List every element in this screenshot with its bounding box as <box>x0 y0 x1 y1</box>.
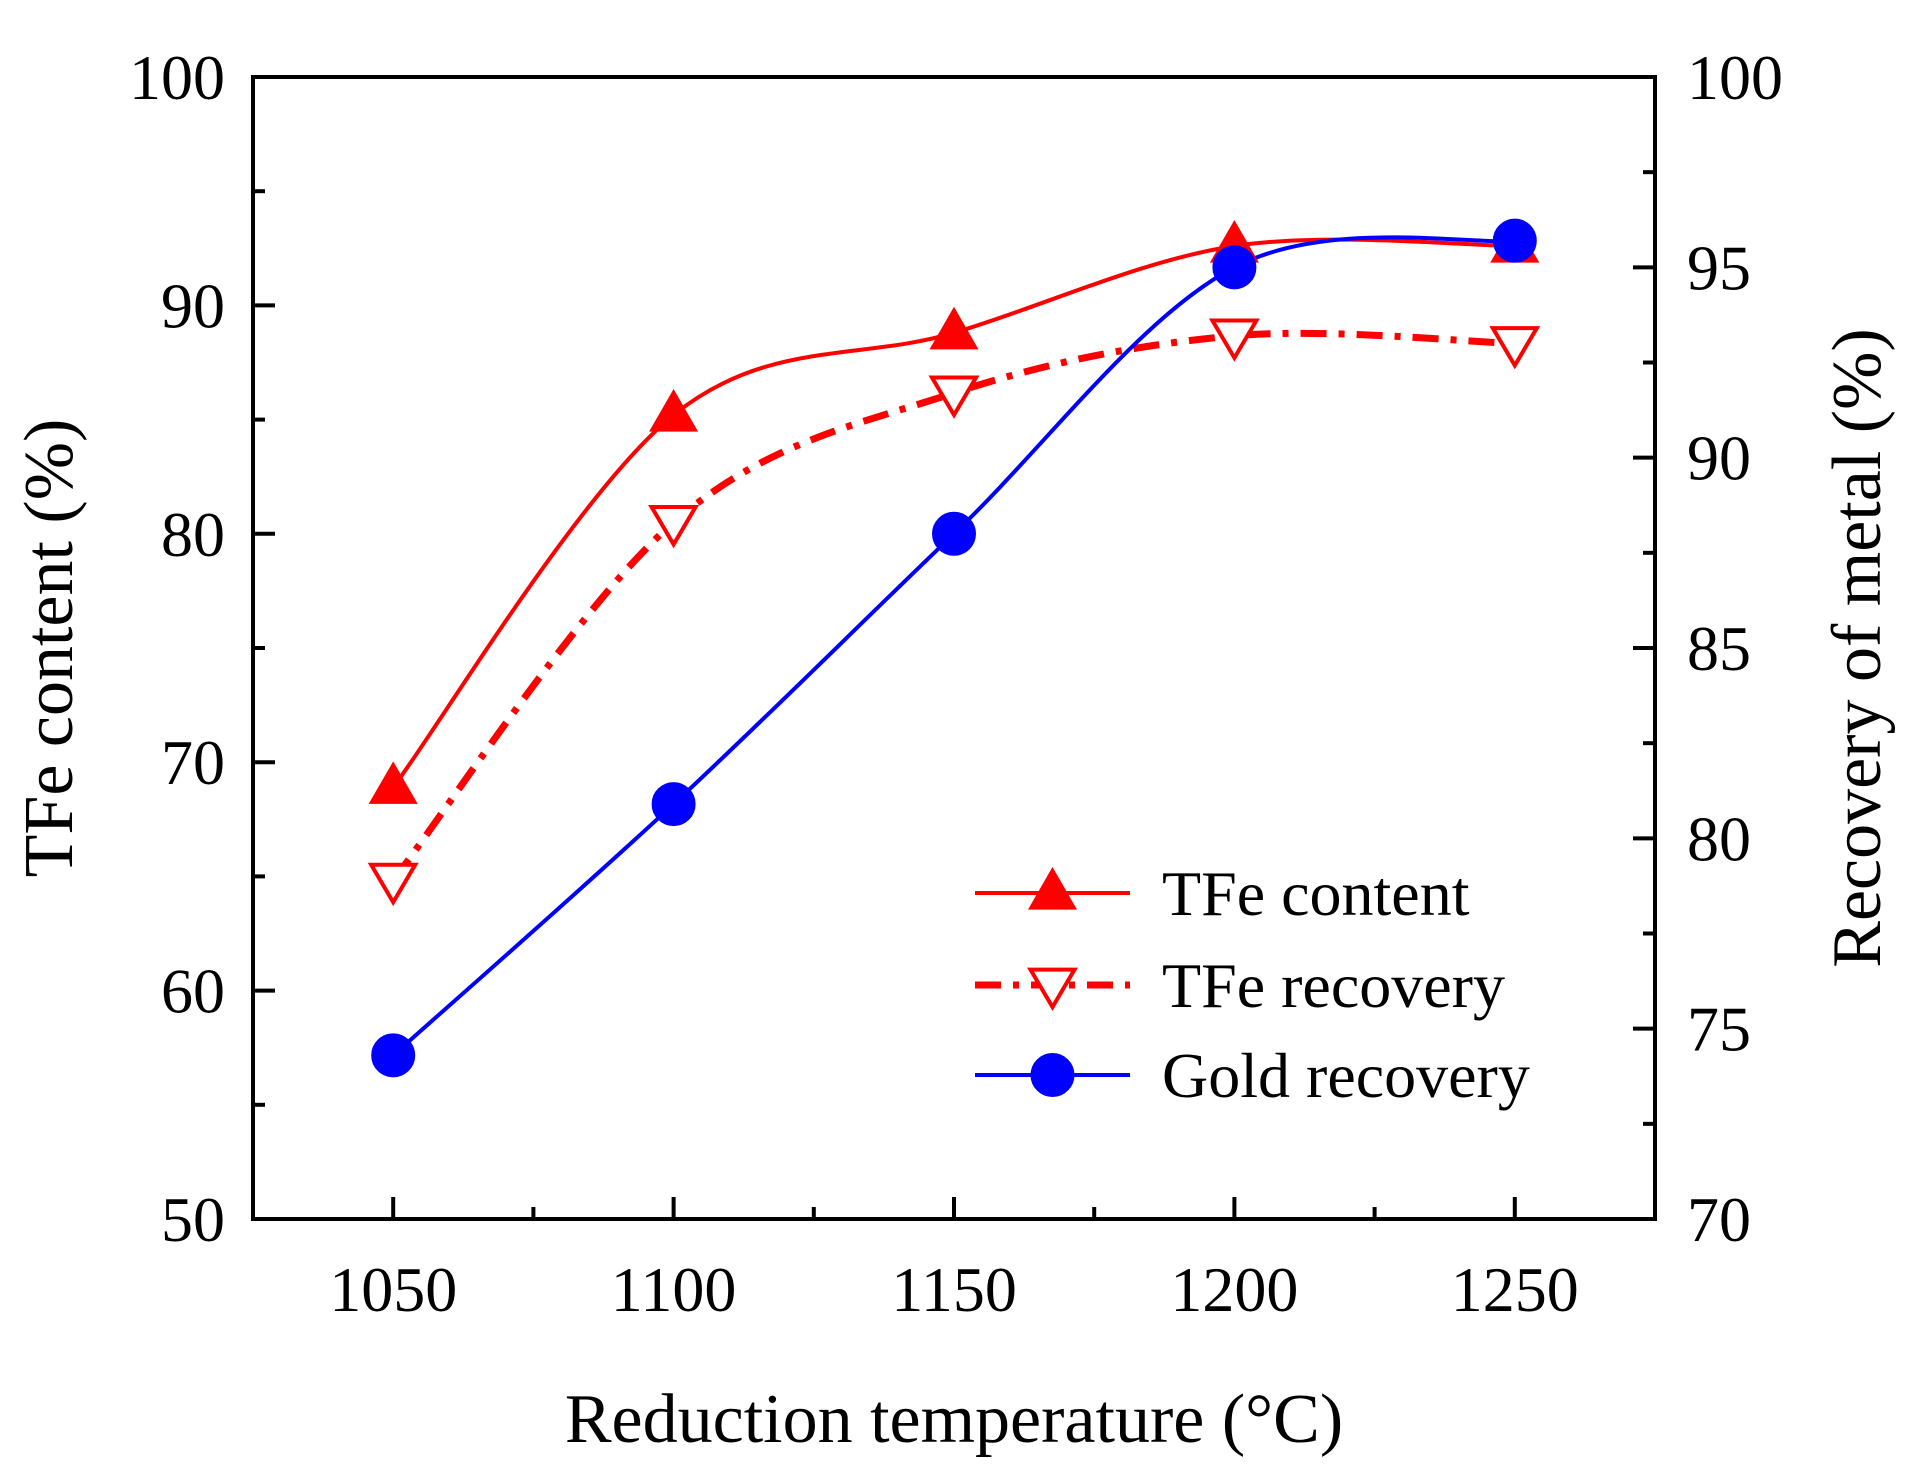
x-tick-label: 1250 <box>1451 1254 1579 1325</box>
x-tick-labels: 1050 1100 1150 1200 1250 <box>329 1254 1579 1325</box>
left-y-tick-labels: 50 60 70 80 90 100 <box>129 42 225 1255</box>
gold-recovery-point <box>371 1033 416 1078</box>
left-y-tick-label: 90 <box>161 270 225 341</box>
series-markers <box>367 218 1541 1078</box>
right-y-tick-label: 70 <box>1687 1184 1751 1255</box>
right-y-tick-label: 85 <box>1687 613 1751 684</box>
gold-recovery-point <box>1212 245 1257 290</box>
x-tick-label: 1200 <box>1170 1254 1298 1325</box>
tfe-recovery-point <box>367 862 419 907</box>
legend-tfe-content-label: TFe content <box>1162 858 1470 929</box>
left-y-tick-label: 70 <box>161 727 225 798</box>
legend-tfe-content-marker <box>1027 866 1078 910</box>
tfe-recovery-point <box>1208 318 1260 362</box>
legend-tfe-recovery-label: TFe recovery <box>1162 950 1505 1021</box>
legend-tfe-recovery-marker <box>1027 967 1078 1011</box>
right-y-tick-labels: 70 75 80 85 90 95 100 <box>1687 42 1783 1255</box>
right-y-axis-title: Recovery of metal (%) <box>1819 328 1896 967</box>
x-tick-label: 1100 <box>611 1254 737 1325</box>
tfe-content-point <box>929 306 979 350</box>
gold-recovery-point <box>1492 218 1537 263</box>
gold-recovery-point <box>932 511 976 556</box>
gold-recovery-point <box>651 782 696 827</box>
tfe-recovery-point <box>928 375 980 419</box>
tfe-content-point <box>368 761 418 804</box>
x-axis-title: Reduction temperature (°C) <box>565 1381 1343 1458</box>
legend: TFe content TFe recovery Gold recovery <box>975 858 1530 1111</box>
tfe-recovery-line <box>390 329 1515 883</box>
tfe-content-point <box>649 389 699 432</box>
right-y-tick-label: 75 <box>1687 994 1751 1065</box>
right-y-tick-label: 95 <box>1687 232 1751 303</box>
left-y-tick-label: 60 <box>161 956 225 1027</box>
series-curves <box>390 235 1515 1057</box>
left-y-tick-label: 80 <box>161 499 225 570</box>
axis-ticks <box>253 75 1655 1221</box>
right-y-tick-label: 90 <box>1687 423 1751 494</box>
x-tick-label: 1150 <box>891 1254 1017 1325</box>
right-y-tick-label: 100 <box>1687 42 1783 113</box>
legend-gold-recovery-marker <box>1030 1053 1075 1097</box>
left-y-tick-label: 50 <box>161 1184 225 1255</box>
left-y-axis-title: TFe content (%) <box>11 419 88 878</box>
right-y-tick-label: 80 <box>1687 803 1751 874</box>
tfe-recovery-point <box>648 504 700 549</box>
tfe-content-line <box>391 237 1515 789</box>
legend-gold-recovery-label: Gold recovery <box>1162 1040 1530 1111</box>
left-y-tick-label: 100 <box>129 42 225 113</box>
tfe-recovery-point <box>1489 326 1541 370</box>
x-tick-label: 1050 <box>329 1254 457 1325</box>
